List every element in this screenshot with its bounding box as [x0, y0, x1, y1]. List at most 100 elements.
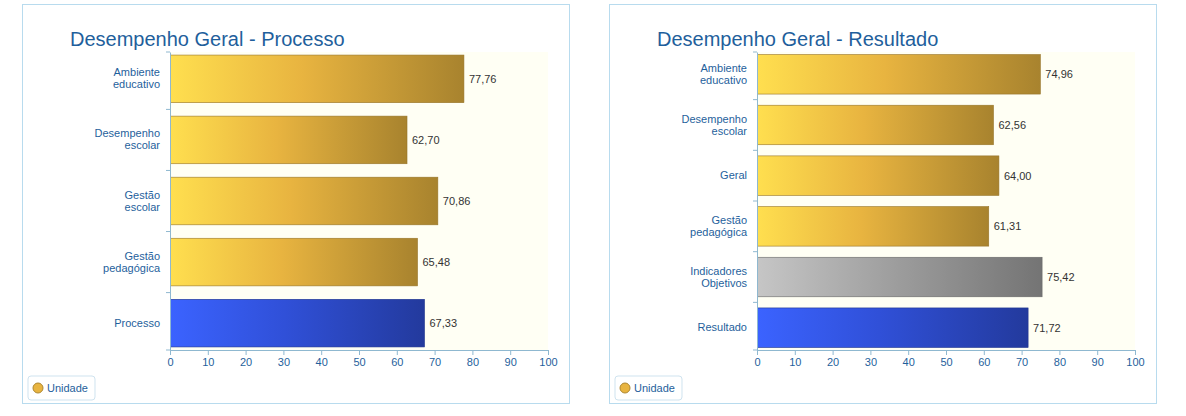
x-tick: 40 — [903, 350, 915, 368]
x-tick: 100 — [539, 350, 557, 368]
y-axis-line — [757, 53, 758, 351]
x-tick-label: 20 — [827, 356, 839, 368]
y-tick-label: IndicadoresObjetivos — [690, 265, 747, 289]
data-label: 64,00 — [1004, 170, 1032, 182]
legend-box — [28, 376, 95, 400]
x-tick-mark — [548, 350, 549, 355]
x-tick-mark — [1097, 350, 1098, 355]
bar[interactable] — [757, 156, 999, 196]
x-tick-mark — [435, 350, 436, 355]
x-tick: 90 — [505, 350, 517, 368]
x-tick-label: 60 — [391, 356, 403, 368]
y-band-tick — [166, 170, 170, 171]
y-band-tick — [166, 292, 170, 293]
bars — [170, 55, 464, 347]
legend-label[interactable]: Unidade — [47, 382, 88, 394]
legend-marker[interactable] — [33, 383, 43, 393]
x-tick-mark — [946, 350, 947, 355]
y-band-tick — [753, 302, 757, 303]
x-tick: 30 — [278, 350, 290, 368]
legend-marker[interactable] — [620, 383, 630, 393]
bar[interactable] — [170, 238, 418, 286]
x-tick: 10 — [202, 350, 214, 368]
x-tick: 80 — [467, 350, 479, 368]
y-tick: Ambienteeducativo — [700, 62, 757, 86]
x-axis: 0102030405060708090100 — [754, 350, 1144, 368]
x-tick-mark — [1135, 350, 1136, 355]
bar[interactable] — [170, 299, 425, 347]
y-tick-label: Processo — [114, 317, 160, 329]
y-tick-label: Ambienteeducativo — [113, 66, 160, 90]
x-tick-label: 100 — [1126, 356, 1144, 368]
x-tick-mark — [283, 350, 284, 355]
data-label: 65,48 — [423, 256, 451, 268]
x-tick-label: 0 — [167, 356, 173, 368]
legend-box — [615, 376, 682, 400]
x-tick-label: 0 — [754, 356, 760, 368]
plot-background — [170, 52, 548, 350]
data-label: 62,56 — [998, 119, 1026, 131]
y-band-tick — [753, 251, 757, 252]
x-tick: 90 — [1092, 350, 1104, 368]
y-tick: Desempenhoescolar — [95, 127, 170, 151]
y-tick: Gestãoescolar — [125, 189, 170, 213]
legend: Unidade — [615, 376, 682, 400]
y-tick: Gestãopedagógica — [690, 214, 757, 238]
bar[interactable] — [757, 207, 989, 247]
x-tick-mark — [870, 350, 871, 355]
bar[interactable] — [757, 257, 1042, 297]
data-label: 77,76 — [469, 73, 497, 85]
data-label: 74,96 — [1045, 68, 1073, 80]
bar[interactable] — [757, 105, 993, 145]
legend-label[interactable]: Unidade — [634, 382, 675, 394]
data-label: 62,70 — [412, 134, 440, 146]
x-tick-label: 30 — [865, 356, 877, 368]
y-band-tick — [753, 99, 757, 100]
bar[interactable] — [170, 177, 438, 225]
x-tick: 60 — [391, 350, 403, 368]
chart-panel: Desempenho Geral - Processo77,7662,7070,… — [23, 5, 570, 404]
data-labels: 77,76 62,70 70,86 65,48 67,33 — [412, 73, 496, 329]
bar[interactable] — [757, 308, 1028, 348]
canvas: Desempenho Geral - Processo77,7662,7070,… — [0, 0, 1186, 416]
y-band-tick — [753, 52, 757, 53]
x-tick-label: 40 — [316, 356, 328, 368]
x-tick: 30 — [865, 350, 877, 368]
x-tick-mark — [359, 350, 360, 355]
x-tick-label: 90 — [1092, 356, 1104, 368]
x-tick-mark — [1022, 350, 1023, 355]
y-band-tick — [166, 109, 170, 110]
y-tick: IndicadoresObjetivos — [690, 265, 757, 289]
y-axis: Ambienteeducativo Desempenhoescolar Gestão… — [95, 53, 171, 351]
x-tick-label: 70 — [1016, 356, 1028, 368]
x-tick-label: 40 — [903, 356, 915, 368]
x-tick-label: 50 — [940, 356, 952, 368]
y-band-tick — [753, 150, 757, 151]
data-label: 67,33 — [430, 317, 458, 329]
x-tick-mark — [1059, 350, 1060, 355]
x-tick: 20 — [827, 350, 839, 368]
panel-border — [23, 5, 570, 404]
bar[interactable] — [757, 55, 1040, 95]
x-tick: 20 — [240, 350, 252, 368]
bar[interactable] — [170, 55, 464, 103]
data-label: 70,86 — [443, 195, 471, 207]
legend: Unidade — [28, 376, 95, 400]
bar[interactable] — [170, 116, 407, 164]
y-band-tick — [166, 52, 170, 53]
y-tick-label: Resultado — [697, 321, 747, 333]
y-tick-label: Gestãopedagógica — [690, 214, 748, 238]
y-band-tick — [753, 201, 757, 202]
data-label: 71,72 — [1033, 322, 1061, 334]
plot-background — [757, 52, 1135, 350]
x-axis: 0102030405060708090100 — [167, 350, 557, 368]
y-band-tick — [753, 350, 757, 351]
x-tick: 100 — [1126, 350, 1144, 368]
x-tick: 0 — [754, 350, 760, 368]
x-tick: 0 — [167, 350, 173, 368]
x-tick-mark — [170, 350, 171, 355]
x-tick-label: 10 — [202, 356, 214, 368]
x-tick: 50 — [940, 350, 952, 368]
x-tick: 40 — [316, 350, 328, 368]
y-tick: Ambienteeducativo — [113, 66, 170, 90]
